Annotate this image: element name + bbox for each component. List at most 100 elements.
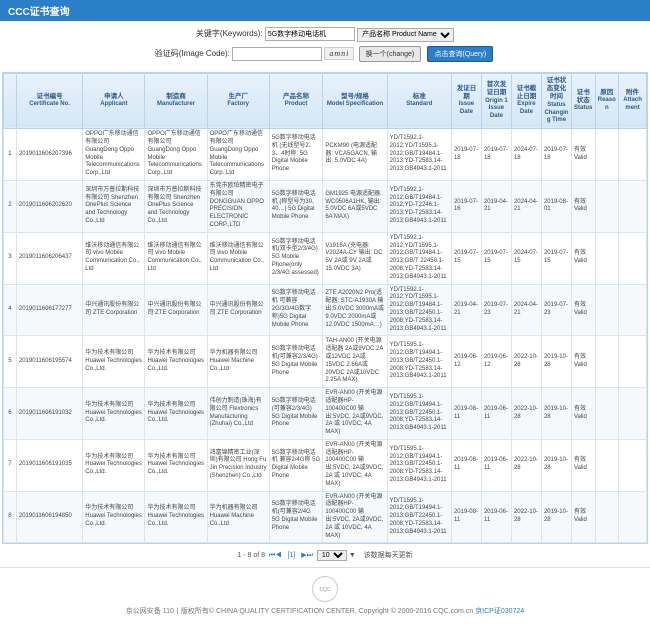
cell: 华为机器有限公司 Huawei Machine Co.,Ltd bbox=[207, 336, 269, 388]
cell: 华为技术有限公司 Huawei Technologies Co.,Ltd. bbox=[145, 336, 207, 388]
cell: 2019-10-28 bbox=[541, 439, 571, 491]
cell: YD/T1595.1-2012;GB/T19494.1-2013;GB/T224… bbox=[387, 336, 451, 388]
cell: 2019011606194850 bbox=[16, 491, 82, 543]
cell bbox=[619, 129, 647, 181]
cell bbox=[595, 284, 619, 336]
cell: 2019-08-11 bbox=[451, 439, 481, 491]
cell: 2019011606177277 bbox=[16, 284, 82, 336]
cell: YD/T1592.1-2012;YD/T1595.1-2012;GB/T1948… bbox=[387, 232, 451, 284]
cell: 2019-07-15 bbox=[451, 232, 481, 284]
cell: 2022-10-28 bbox=[511, 439, 541, 491]
table-row: 52019011606195574华为技术有限公司 Huawei Technol… bbox=[4, 336, 647, 388]
cell: 华为技术有限公司 Huawei Technologies Co.,Ltd. bbox=[145, 388, 207, 440]
cell: 4 bbox=[4, 284, 17, 336]
results-table: 证书编号Certificate No.申请人Applicant制造商Manufa… bbox=[3, 73, 647, 544]
cell: 华为技术有限公司 Huawei Technologies Co.,Ltd. bbox=[83, 388, 145, 440]
captcha-input[interactable] bbox=[232, 47, 322, 61]
page-title: CCC证书查询 bbox=[8, 7, 70, 18]
cell: 2022-10-28 bbox=[511, 491, 541, 543]
col-header bbox=[4, 73, 17, 129]
cell: OPPO广东移动通信有限公司 GuangDong Oppo Mobile Tel… bbox=[83, 129, 145, 181]
col-header: 申请人Applicant bbox=[83, 73, 145, 129]
cell: 1 bbox=[4, 129, 17, 181]
cell: 2019-07-16 bbox=[451, 180, 481, 232]
cell: EVR-AN00 (开关电源适配器HP-100400C00 输出:5VDC, 2… bbox=[323, 491, 387, 543]
cell: 2019-07-23 bbox=[541, 284, 571, 336]
update-note: 该数据每天更新 bbox=[364, 552, 413, 559]
cell bbox=[619, 180, 647, 232]
cell: 2019011606191035 bbox=[16, 439, 82, 491]
icp-link[interactable]: 京ICP证030724 bbox=[475, 608, 524, 615]
col-header: 附件Attachment bbox=[619, 73, 647, 129]
cell: 有效 Valid bbox=[571, 336, 595, 388]
cqc-logo: CQC bbox=[312, 576, 338, 602]
cell: 6 bbox=[4, 388, 17, 440]
page-first[interactable]: ⏮◀ bbox=[269, 552, 282, 559]
cell: 华为技术有限公司 Huawei Technologies Co.,Ltd. bbox=[145, 439, 207, 491]
cell: 2019-10-28 bbox=[541, 388, 571, 440]
cell: 2024-04-21 bbox=[511, 180, 541, 232]
results-table-wrap: 证书编号Certificate No.申请人Applicant制造商Manufa… bbox=[2, 72, 648, 545]
cell: 有效 Valid bbox=[571, 491, 595, 543]
cell: 中兴通讯股份有限公司 ZTE Corporation bbox=[83, 284, 145, 336]
col-header: 产品名称Product bbox=[269, 73, 323, 129]
cell bbox=[619, 336, 647, 388]
cell bbox=[595, 180, 619, 232]
cell: 维沃移动通信有限公司 vivo Mobile Communication Co.… bbox=[145, 232, 207, 284]
cell: 2019-06-11 bbox=[481, 388, 511, 440]
cell: 华为技术有限公司 Huawei Technologies Co.,Ltd. bbox=[83, 491, 145, 543]
col-header: 原因Reason bbox=[595, 73, 619, 129]
cell: YD/T1592.1-2012;GB/T19484.1-2012;YD-T224… bbox=[387, 180, 451, 232]
cell: 2019-06-11 bbox=[481, 491, 511, 543]
page-current[interactable]: [1] bbox=[288, 552, 296, 559]
cell: 2019011606206437 bbox=[16, 232, 82, 284]
cell: 中兴通讯股份有限公司 ZTE Corporation bbox=[145, 284, 207, 336]
cell: 5G数字移动电话机(可兼容2/3/4G) 5G Digital Mobile P… bbox=[269, 336, 323, 388]
cell: 鸿富锦精密工业(深圳)有限公司 Hong Fu Jin Precision In… bbox=[207, 439, 269, 491]
cell: 5G数字移动电话机 兼容2/4G称 5G Digital Mobile Phon… bbox=[269, 439, 323, 491]
table-row: 82019011606194850华为技术有限公司 Huawei Technol… bbox=[4, 491, 647, 543]
cell: 7 bbox=[4, 439, 17, 491]
cell: 2024-07-15 bbox=[511, 232, 541, 284]
table-row: 62019011606191032华为技术有限公司 Huawei Technol… bbox=[4, 388, 647, 440]
cell: YD/T1592.1-2012;YD/T1595.1-2012;GB/T1948… bbox=[387, 284, 451, 336]
refresh-captcha-button[interactable]: 换一个(change) bbox=[359, 46, 422, 62]
cell: 2019-07-15 bbox=[481, 232, 511, 284]
cell: 2022-10-28 bbox=[511, 388, 541, 440]
col-header: 证书状态变化时间Status Changing Time bbox=[541, 73, 571, 129]
field-select[interactable]: 产品名称 Product Name bbox=[357, 28, 454, 42]
search-panel: 关键字(Keywords): 产品名称 Product Name 验证码(Ima… bbox=[0, 21, 650, 72]
cell: 2019-10-28 bbox=[541, 336, 571, 388]
query-button[interactable]: 点击查询(Query) bbox=[427, 46, 493, 62]
col-header: 标准Standard bbox=[387, 73, 451, 129]
cell: 东莞市欧珀精密电子有限公司 DONGGUAN OPPO PRECISION EL… bbox=[207, 180, 269, 232]
cell bbox=[595, 491, 619, 543]
page-range: 1 - 8 of 8 bbox=[237, 552, 265, 559]
cell: 有效 Valid bbox=[571, 129, 595, 181]
page-header: CCC证书查询 bbox=[0, 0, 650, 21]
pagesize-select[interactable]: 10 bbox=[317, 550, 347, 561]
cell: GM1925 电源适配器: WC0506A1HK, 输出: 5.0VDC 6A或… bbox=[323, 180, 387, 232]
cell: 5G数字移动电话机 (称型号为30, 40…) 5G Digital Mobil… bbox=[269, 180, 323, 232]
col-header: 发证日期Issue Date bbox=[451, 73, 481, 129]
cell: 2019-08-11 bbox=[451, 388, 481, 440]
cell: 3 bbox=[4, 232, 17, 284]
cell: 2019-07-18 bbox=[451, 129, 481, 181]
cell: 有效 Valid bbox=[571, 180, 595, 232]
cell: 2019-04-21 bbox=[451, 284, 481, 336]
cell: 2019-08-11 bbox=[451, 491, 481, 543]
cell: 2022-10-28 bbox=[511, 336, 541, 388]
cell: TAH-AN00 (开关电源适配器 2A或9VDC 2A或12VDC 2A或 1… bbox=[323, 336, 387, 388]
keyword-input[interactable] bbox=[265, 27, 355, 41]
cell: 有效 Valid bbox=[571, 284, 595, 336]
cell: EVR-AN00 (开关电源适配器HP-100400C00 输出:5VDC, 2… bbox=[323, 388, 387, 440]
cell: 深圳市万普拉斯科技有限公司 Shenzhen OnePlus Science a… bbox=[145, 180, 207, 232]
col-header: 生产厂Factory bbox=[207, 73, 269, 129]
cell bbox=[619, 232, 647, 284]
cell: 2019-06-12 bbox=[481, 336, 511, 388]
page-last[interactable]: ▶⏭ bbox=[301, 552, 313, 559]
cell: OPPO广东移动通信有限公司 GuangDong Oppo Mobile Tel… bbox=[145, 129, 207, 181]
col-header: 证书截止日期Expire Date bbox=[511, 73, 541, 129]
cell: YD/T1595.1-2012;GB/T19494.1-2013;GB/T224… bbox=[387, 388, 451, 440]
col-header: 型号/规格Model Specification bbox=[323, 73, 387, 129]
